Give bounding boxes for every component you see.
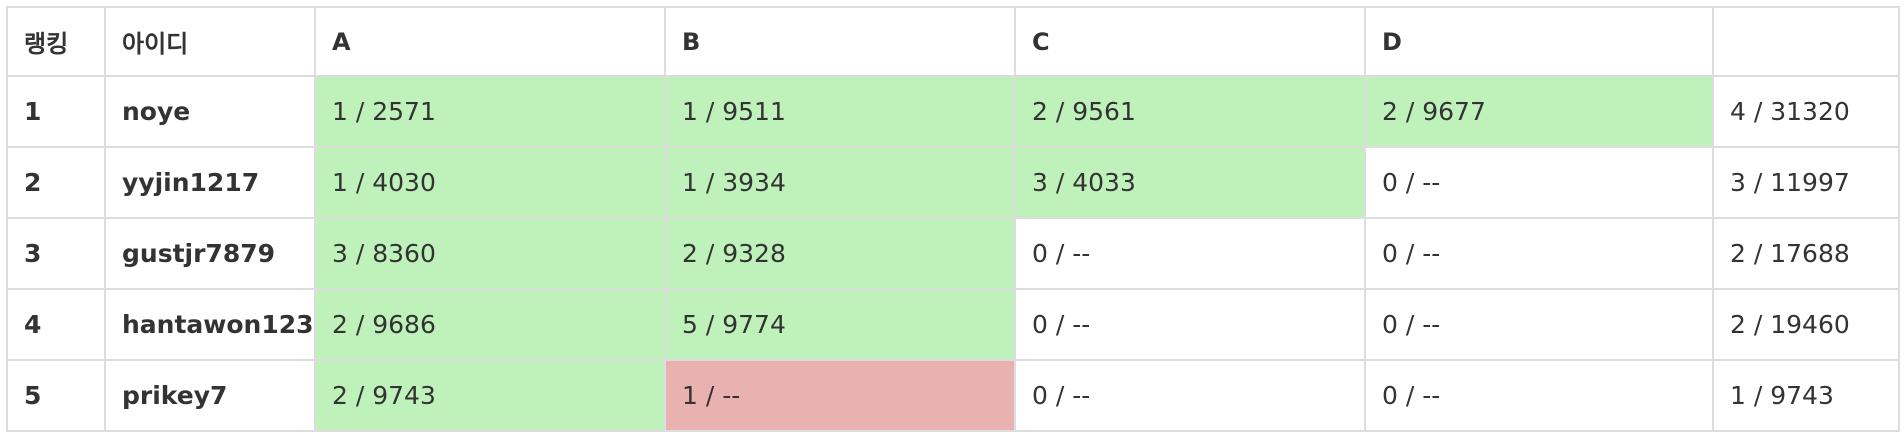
problem-a-result: 3 / 8360 [314, 217, 666, 290]
problem-a-result: 1 / 4030 [314, 146, 666, 219]
problem-c-result: 2 / 9561 [1014, 75, 1366, 148]
header-problem-d: D [1364, 6, 1714, 77]
rank-cell: 4 [6, 288, 106, 361]
user-id-cell: gustjr7879 [104, 217, 316, 290]
user-id-cell: hantawon123 [104, 288, 316, 361]
table-row: 1 noye 1 / 2571 1 / 9511 2 / 9561 2 / 96… [6, 75, 1900, 148]
header-problem-a: A [314, 6, 666, 77]
header-problem-c: C [1014, 6, 1366, 77]
header-total [1712, 6, 1900, 77]
table-row: 3 gustjr7879 3 / 8360 2 / 9328 0 / -- 0 … [6, 217, 1900, 290]
total-cell: 2 / 17688 [1712, 217, 1900, 290]
problem-a-result: 2 / 9743 [314, 359, 666, 432]
problem-d-result: 0 / -- [1364, 217, 1714, 290]
problem-a-result: 2 / 9686 [314, 288, 666, 361]
total-cell: 3 / 11997 [1712, 146, 1900, 219]
total-cell: 4 / 31320 [1712, 75, 1900, 148]
header-problem-b: B [664, 6, 1016, 77]
problem-c-result: 3 / 4033 [1014, 146, 1366, 219]
problem-d-result: 0 / -- [1364, 288, 1714, 361]
problem-b-result: 2 / 9328 [664, 217, 1016, 290]
rank-cell: 5 [6, 359, 106, 432]
problem-c-result: 0 / -- [1014, 359, 1366, 432]
user-id-cell: prikey7 [104, 359, 316, 432]
problem-b-result: 5 / 9774 [664, 288, 1016, 361]
problem-c-result: 0 / -- [1014, 288, 1366, 361]
problem-c-result: 0 / -- [1014, 217, 1366, 290]
total-cell: 2 / 19460 [1712, 288, 1900, 361]
table-row: 4 hantawon123 2 / 9686 5 / 9774 0 / -- 0… [6, 288, 1900, 361]
rank-cell: 3 [6, 217, 106, 290]
header-rank: 랭킹 [6, 6, 106, 77]
header-row: 랭킹 아이디 A B C D [6, 6, 1900, 77]
table-row: 2 yyjin1217 1 / 4030 1 / 3934 3 / 4033 0… [6, 146, 1900, 219]
problem-b-result: 1 / 9511 [664, 75, 1016, 148]
problem-d-result: 0 / -- [1364, 359, 1714, 432]
rank-cell: 1 [6, 75, 106, 148]
table-row: 5 prikey7 2 / 9743 1 / -- 0 / -- 0 / -- … [6, 359, 1900, 432]
scoreboard-table: 랭킹 아이디 A B C D 1 noye 1 / 2571 1 / 9511 … [6, 6, 1900, 432]
problem-d-result: 2 / 9677 [1364, 75, 1714, 148]
user-id-cell: yyjin1217 [104, 146, 316, 219]
problem-d-result: 0 / -- [1364, 146, 1714, 219]
rank-cell: 2 [6, 146, 106, 219]
problem-a-result: 1 / 2571 [314, 75, 666, 148]
total-cell: 1 / 9743 [1712, 359, 1900, 432]
user-id-cell: noye [104, 75, 316, 148]
header-id: 아이디 [104, 6, 316, 77]
problem-b-result: 1 / -- [664, 359, 1016, 432]
problem-b-result: 1 / 3934 [664, 146, 1016, 219]
